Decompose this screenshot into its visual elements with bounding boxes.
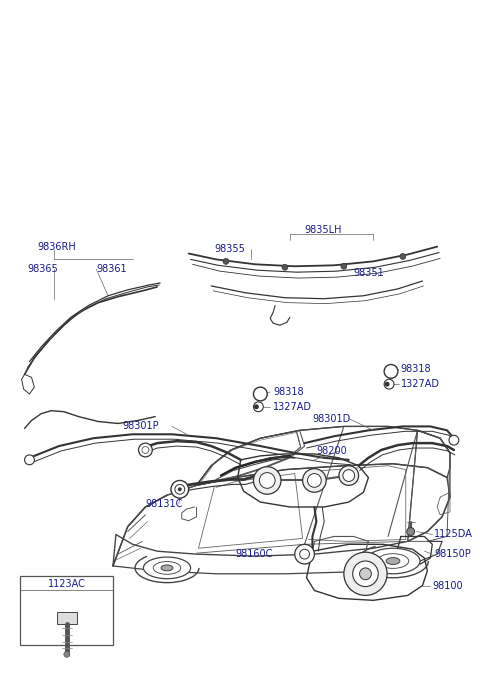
Circle shape bbox=[171, 481, 189, 498]
Circle shape bbox=[302, 468, 326, 492]
Text: 98365: 98365 bbox=[27, 264, 58, 274]
Text: 98131C: 98131C bbox=[145, 499, 183, 509]
Circle shape bbox=[64, 652, 70, 657]
Circle shape bbox=[300, 549, 310, 559]
Circle shape bbox=[254, 404, 259, 409]
Text: 98361: 98361 bbox=[96, 264, 127, 274]
Text: 9836RH: 9836RH bbox=[37, 241, 76, 251]
Text: 98301D: 98301D bbox=[312, 414, 351, 424]
Circle shape bbox=[407, 527, 415, 535]
Text: 98200: 98200 bbox=[316, 446, 347, 456]
Circle shape bbox=[295, 544, 314, 564]
Circle shape bbox=[449, 435, 459, 445]
Bar bbox=[57, 612, 77, 624]
Circle shape bbox=[178, 487, 182, 491]
Circle shape bbox=[400, 254, 406, 260]
Text: 1125DA: 1125DA bbox=[434, 529, 473, 539]
Ellipse shape bbox=[377, 554, 408, 569]
Ellipse shape bbox=[144, 557, 191, 579]
Text: 1123AC: 1123AC bbox=[48, 579, 86, 589]
Text: 98150P: 98150P bbox=[434, 549, 471, 559]
Circle shape bbox=[384, 379, 394, 389]
Circle shape bbox=[253, 466, 281, 494]
Circle shape bbox=[175, 485, 185, 494]
Circle shape bbox=[339, 466, 359, 485]
Circle shape bbox=[259, 473, 275, 488]
Circle shape bbox=[344, 552, 387, 596]
Circle shape bbox=[343, 470, 355, 481]
Circle shape bbox=[282, 264, 288, 270]
Text: 98301P: 98301P bbox=[123, 421, 159, 431]
Text: 1327AD: 1327AD bbox=[273, 402, 312, 412]
Ellipse shape bbox=[366, 548, 420, 574]
Circle shape bbox=[253, 387, 267, 401]
Text: 98318: 98318 bbox=[273, 387, 304, 397]
Circle shape bbox=[142, 447, 149, 454]
Text: 98355: 98355 bbox=[214, 243, 245, 254]
Text: 98318: 98318 bbox=[401, 364, 432, 375]
Circle shape bbox=[253, 402, 264, 412]
Ellipse shape bbox=[161, 565, 173, 571]
Circle shape bbox=[384, 364, 398, 379]
Text: 98351: 98351 bbox=[354, 268, 384, 278]
Ellipse shape bbox=[386, 558, 400, 564]
Circle shape bbox=[360, 568, 372, 580]
Circle shape bbox=[341, 264, 347, 269]
Text: 98100: 98100 bbox=[432, 581, 463, 591]
Text: 9835LH: 9835LH bbox=[305, 225, 342, 235]
Ellipse shape bbox=[153, 562, 181, 575]
Circle shape bbox=[223, 258, 229, 264]
Circle shape bbox=[308, 474, 321, 487]
Circle shape bbox=[139, 443, 152, 457]
Text: 98160C: 98160C bbox=[236, 549, 273, 559]
Circle shape bbox=[384, 382, 390, 387]
Bar bbox=[20, 576, 113, 644]
Circle shape bbox=[24, 455, 35, 464]
Circle shape bbox=[353, 561, 378, 587]
Text: 1327AD: 1327AD bbox=[401, 379, 440, 389]
